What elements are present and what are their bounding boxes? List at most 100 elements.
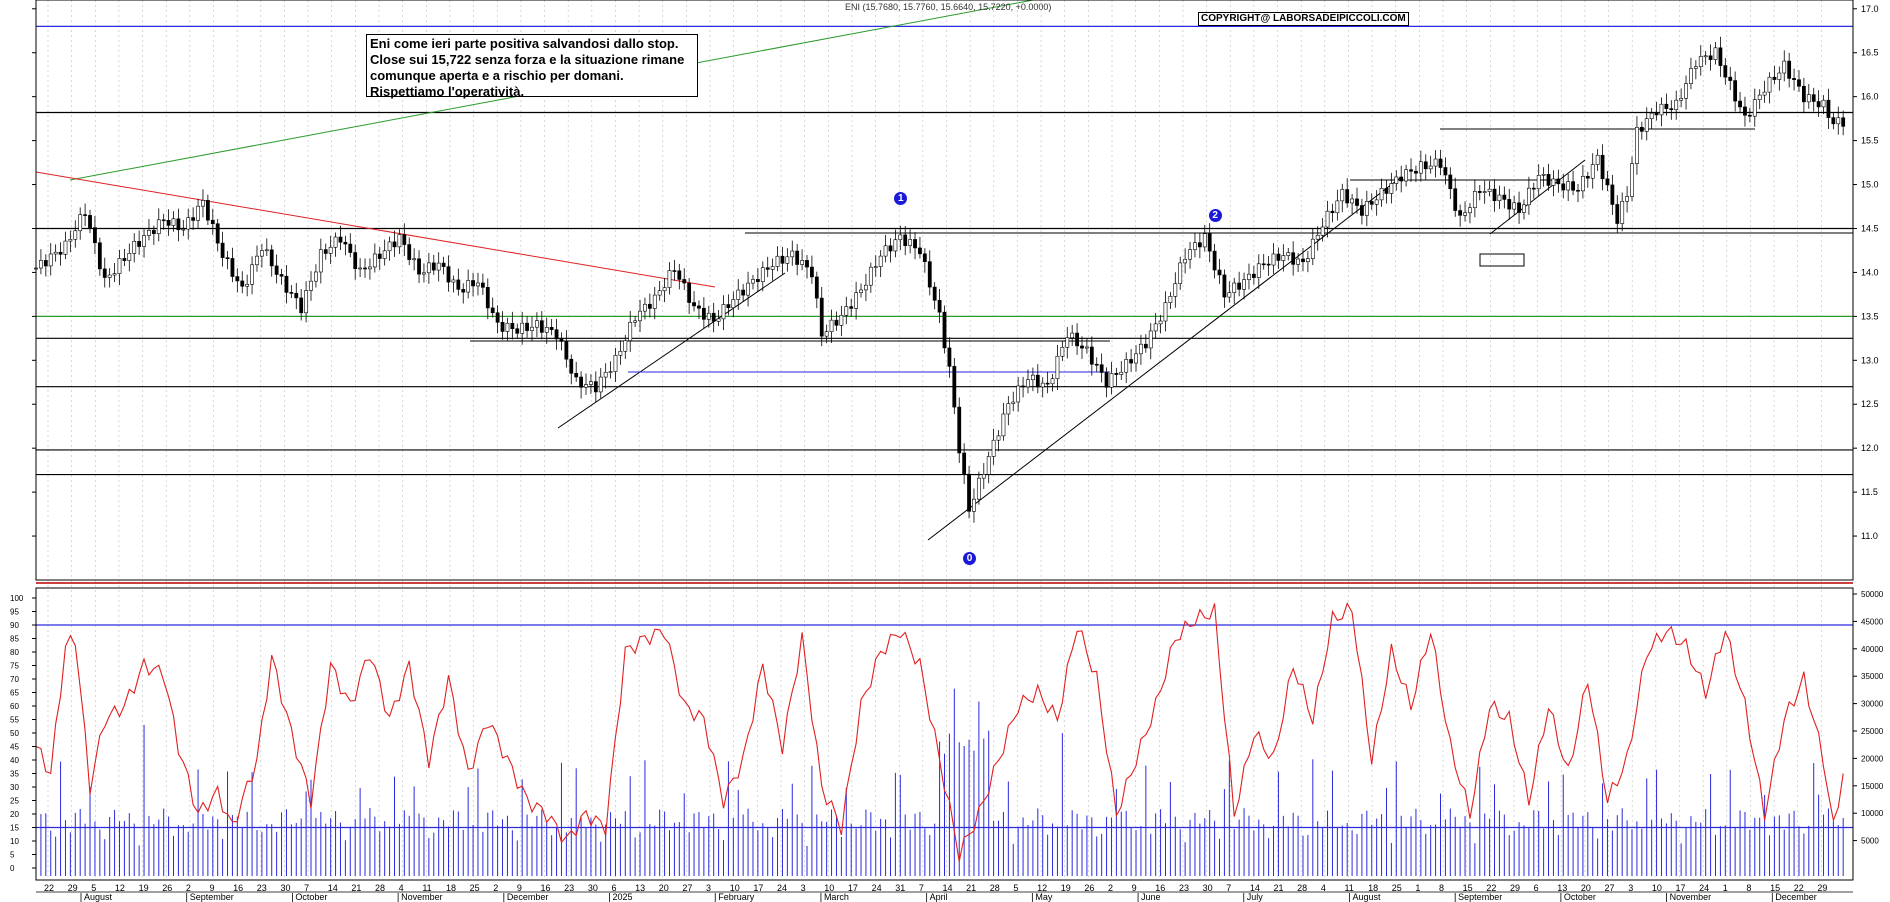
candle-body: [151, 230, 156, 234]
candle-body: [593, 381, 598, 393]
x-tick-label: 13: [1557, 883, 1567, 893]
candle-body: [981, 474, 986, 479]
x-tick-label: 5: [91, 883, 96, 893]
x-tick-label: 27: [1605, 883, 1615, 893]
candle-body: [137, 241, 142, 247]
candle-body: [1355, 198, 1359, 206]
candle-body: [417, 258, 421, 275]
candle-body: [397, 234, 402, 248]
x-tick-label: 29: [68, 883, 78, 893]
candle-body: [1345, 189, 1350, 204]
candle-body: [628, 321, 633, 341]
candle-body: [1286, 252, 1291, 256]
month-label: October: [295, 892, 327, 902]
candle-body: [1379, 188, 1384, 201]
candle-body: [240, 280, 245, 287]
x-tick-label: 25: [470, 883, 480, 893]
x-tick-label: 1: [1723, 883, 1728, 893]
candle-body: [97, 242, 102, 270]
candle-body: [760, 267, 765, 283]
candle-body: [1811, 94, 1816, 102]
candle-body: [1266, 263, 1271, 266]
candle-body: [1070, 332, 1075, 339]
x-tick-label: 9: [210, 883, 215, 893]
candle-body: [1703, 55, 1708, 58]
candle-body: [1610, 184, 1615, 205]
month-label: June: [1141, 892, 1161, 902]
x-tick-label: 22: [1794, 883, 1804, 893]
osc-tick-label: 25: [10, 797, 19, 806]
horizontal-levels: [36, 25, 1853, 829]
trendlines: [35, 0, 1853, 541]
osc-tick-label: 10: [10, 837, 19, 846]
osc-tick-label: 95: [10, 608, 19, 617]
candle-body: [1767, 76, 1772, 93]
candle-body: [107, 274, 112, 278]
candle-body: [1045, 382, 1050, 385]
candle-body: [1502, 194, 1507, 200]
candle-body: [839, 314, 844, 326]
candle-body: [402, 234, 407, 245]
candle-body: [539, 320, 544, 333]
volume-tick-label: 45000: [1861, 617, 1884, 626]
candle-body: [638, 310, 642, 322]
x-tick-label: 10: [730, 883, 740, 893]
x-tick-label: 28: [1297, 883, 1307, 893]
candle-body: [1526, 187, 1531, 206]
candle-body: [1242, 279, 1246, 290]
candle-body: [1291, 252, 1296, 265]
candle-body: [1625, 196, 1630, 202]
candle-body: [485, 287, 490, 309]
candle-body: [255, 255, 259, 266]
x-tick-label: 14: [943, 883, 953, 893]
candle-body: [333, 236, 338, 248]
candle-body: [196, 205, 200, 221]
candle-body: [1389, 183, 1394, 194]
candle-body: [1011, 401, 1016, 404]
candle-body: [1104, 372, 1109, 388]
candle-body: [500, 322, 505, 332]
candle-body: [1158, 320, 1163, 325]
candle-body: [1561, 183, 1566, 191]
x-tick-label: 2: [186, 883, 191, 893]
candle-body: [800, 260, 804, 265]
candle-body: [716, 318, 721, 322]
candle-body: [667, 270, 672, 288]
x-tick-label: 15: [1770, 883, 1780, 893]
candle-body: [1114, 373, 1119, 375]
candle-body: [1605, 178, 1610, 186]
candle-body: [323, 249, 328, 254]
candle-body: [63, 240, 68, 255]
candle-body: [1792, 78, 1796, 81]
candle-body: [147, 230, 151, 236]
x-tick-label: 18: [446, 883, 456, 893]
candle-body: [343, 241, 348, 245]
candle-body: [1340, 189, 1345, 202]
candle-body: [765, 267, 770, 270]
candle-body: [88, 215, 92, 228]
candle-body: [210, 219, 215, 225]
x-tick-label: 6: [1534, 883, 1539, 893]
candle-body: [1487, 188, 1492, 192]
candle-body: [1585, 176, 1590, 179]
month-label: May: [1035, 892, 1053, 902]
candle-body: [692, 302, 696, 307]
candle-body: [1134, 353, 1138, 364]
y-tick-label: 12.5: [1861, 399, 1879, 409]
candle-body: [1649, 112, 1654, 119]
candle-body: [1271, 253, 1276, 266]
candle-body: [1689, 68, 1693, 84]
candle-body: [1035, 374, 1040, 388]
candle-body: [849, 306, 854, 309]
candle-body: [1757, 94, 1762, 100]
month-label: November: [401, 892, 443, 902]
candle-body: [657, 290, 662, 296]
candle-body: [569, 358, 574, 374]
candle-body: [1315, 235, 1320, 240]
candle-body: [643, 303, 647, 312]
candle-body: [328, 246, 333, 254]
y-tick-label: 16.0: [1861, 92, 1879, 102]
candle-body: [1310, 238, 1315, 259]
candle-body: [43, 260, 48, 267]
candle-body: [191, 217, 196, 221]
